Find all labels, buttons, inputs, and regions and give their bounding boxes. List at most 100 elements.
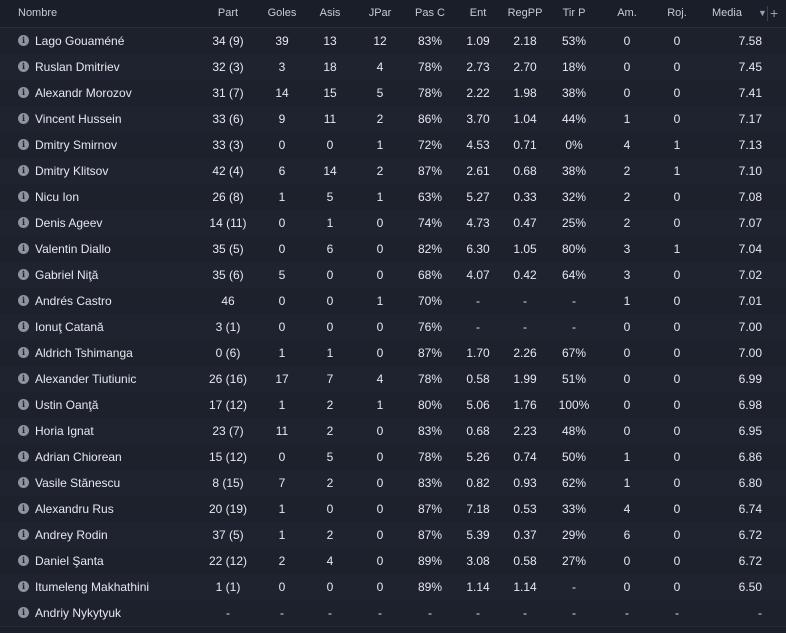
plus-icon[interactable]: +: [770, 5, 779, 21]
col-header-jpar[interactable]: JPar: [368, 7, 392, 19]
info-icon[interactable]: i: [18, 139, 29, 150]
player-name[interactable]: Denis Ageev: [35, 216, 103, 230]
table-row[interactable]: i Dmitry Smirnov 33 (3) 0 0 1 72% 4.53 0.71 0% 4 1 7…: [0, 132, 786, 159]
info-icon[interactable]: i: [18, 503, 29, 514]
info-icon[interactable]: i: [18, 607, 29, 618]
player-name[interactable]: Dmitry Smirnov: [35, 138, 118, 152]
table-row[interactable]: i Ionuţ Catană 3 (1) 0 0 0 76% - - - 0 0 7.00: [0, 314, 786, 341]
info-icon[interactable]: i: [18, 399, 29, 410]
player-name[interactable]: Andrey Rodin: [35, 528, 108, 542]
player-name[interactable]: Aldrich Tshimanga: [35, 346, 133, 360]
table-row[interactable]: i Andrés Castro 46 0 0 1 70% - - - 1 0 7.01: [0, 288, 786, 315]
table-row[interactable]: i Itumeleng Makhathini 1 (1) 0 0 0 89% 1.14 1.14…: [0, 574, 786, 601]
player-name[interactable]: Vasile Stănescu: [35, 476, 121, 490]
table-row[interactable]: i Daniel Şanta 22 (12) 2 4 0 89% 3.08 0.58 27% 0 0 6…: [0, 548, 786, 575]
player-name[interactable]: Alexandru Rus: [35, 502, 114, 516]
table-row[interactable]: i Horia Ignat 23 (7) 11 2 0 83% 0.68 2.23 48% 0 0 6.…: [0, 418, 786, 445]
cell-asis: 0: [326, 580, 334, 594]
cell-part: 20 (19): [208, 502, 248, 516]
cell-pasc: 78%: [417, 450, 443, 464]
player-name[interactable]: Adrian Chiorean: [35, 450, 122, 464]
player-name[interactable]: Horia Ignat: [35, 424, 94, 438]
player-name[interactable]: Ruslan Dmitriev: [35, 60, 120, 74]
player-name[interactable]: Lago Gouaméné: [35, 34, 125, 48]
cell-jpar: 0: [376, 216, 384, 230]
table-row[interactable]: i Alexandr Morozov 31 (7) 14 15 5 78% 2.22 1.98 3…: [0, 80, 786, 107]
info-icon[interactable]: i: [18, 191, 29, 202]
info-icon[interactable]: i: [18, 581, 29, 592]
table-row[interactable]: i Aldrich Tshimanga 0 (6) 1 1 0 87% 1.70 2.26 67%…: [0, 340, 786, 367]
col-header-regpp[interactable]: RegPP: [507, 7, 543, 19]
player-name[interactable]: Dmitry Klitsov: [35, 164, 109, 178]
col-header-asis[interactable]: Asis: [319, 7, 341, 19]
player-name[interactable]: Itumeleng Makhathini: [35, 580, 150, 594]
table-row[interactable]: i Alexandru Rus 20 (19) 1 0 0 87% 7.18 0.53 33% 4 0…: [0, 496, 786, 523]
player-name[interactable]: Ionuţ Catană: [35, 320, 104, 334]
player-name[interactable]: Andrés Castro: [35, 294, 112, 308]
info-icon[interactable]: i: [18, 373, 29, 384]
col-header-tirp[interactable]: Tir P: [562, 7, 586, 19]
col-header-am[interactable]: Am.: [617, 7, 637, 19]
cell-am: -: [625, 606, 629, 620]
table-row[interactable]: i Denis Ageev 14 (11) 0 1 0 74% 4.73 0.47 25% 2 0 7.…: [0, 210, 786, 237]
info-icon[interactable]: i: [18, 61, 29, 72]
col-header-name[interactable]: Nombre: [18, 7, 58, 19]
info-icon[interactable]: i: [18, 165, 29, 176]
caret-down-icon[interactable]: ▼: [758, 8, 767, 18]
player-name[interactable]: Nicu Ion: [35, 190, 80, 204]
cell-roj: 0: [673, 580, 681, 594]
player-name[interactable]: Daniel Şanta: [35, 554, 104, 568]
cell-goles: 3: [278, 60, 286, 74]
info-icon[interactable]: i: [18, 269, 29, 280]
col-header-goles[interactable]: Goles: [267, 7, 297, 19]
cell-ent: 0.82: [466, 476, 490, 490]
info-icon[interactable]: i: [18, 451, 29, 462]
player-name[interactable]: Vincent Hussein: [35, 112, 122, 126]
cell-regpp: -: [523, 606, 527, 620]
player-name[interactable]: Alexander Tiutiunic: [35, 372, 137, 386]
cell-asis: 5: [326, 190, 334, 204]
table-row[interactable]: i Vasile Stănescu 8 (15) 7 2 0 83% 0.82 0.93 62% 1…: [0, 470, 786, 497]
table-row[interactable]: i Dmitry Klitsov 42 (4) 6 14 2 87% 2.61 0.68 38% 2…: [0, 158, 786, 185]
col-header-part[interactable]: Part: [217, 7, 239, 19]
info-icon[interactable]: i: [18, 113, 29, 124]
cell-roj: 0: [673, 190, 681, 204]
cell-roj: 0: [673, 528, 681, 542]
info-icon[interactable]: i: [18, 529, 29, 540]
cell-tirp: 100%: [558, 398, 590, 412]
cell-am: 2: [623, 164, 631, 178]
table-row[interactable]: i Ustin Oanţă 17 (12) 1 2 1 80% 5.06 1.76 100% 0 0 6…: [0, 392, 786, 419]
table-row[interactable]: i Vincent Hussein 33 (6) 9 11 2 86% 3.70 1.04 44%…: [0, 106, 786, 133]
table-row[interactable]: i Andriy Nykytyuk - - - - - - - - - - -: [0, 600, 786, 627]
player-name[interactable]: Andriy Nykytyuk: [35, 606, 122, 620]
info-icon[interactable]: i: [18, 295, 29, 306]
table-row[interactable]: i Lago Gouaméné 34 (9) 39 13 12 83% 1.09 2.18 53%…: [0, 28, 786, 55]
info-icon[interactable]: i: [18, 35, 29, 46]
col-header-media[interactable]: Media: [712, 7, 742, 19]
info-icon[interactable]: i: [18, 347, 29, 358]
info-icon[interactable]: i: [18, 321, 29, 332]
table-row[interactable]: i Adrian Chiorean 15 (12) 0 5 0 78% 5.26 0.74 50%…: [0, 444, 786, 471]
table-row[interactable]: i Gabriel Niţă 35 (6) 5 0 0 68% 4.07 0.42 64% 3 0 7.…: [0, 262, 786, 289]
table-row[interactable]: i Nicu Ion 26 (8) 1 5 1 63% 5.27 0.33 32% 2 0 7.08: [0, 184, 786, 211]
cell-pasc: 80%: [417, 398, 443, 412]
table-row[interactable]: i Valentin Diallo 35 (5) 0 6 0 82% 6.30 1.05 80% 3…: [0, 236, 786, 263]
col-header-pasc[interactable]: Pas C: [415, 7, 445, 19]
player-name[interactable]: Ustin Oanţă: [35, 398, 99, 412]
info-icon[interactable]: i: [18, 243, 29, 254]
player-name[interactable]: Alexandr Morozov: [35, 86, 132, 100]
col-header-roj[interactable]: Roj.: [667, 7, 687, 19]
info-icon[interactable]: i: [18, 477, 29, 488]
table-row[interactable]: i Ruslan Dmitriev 32 (3) 3 18 4 78% 2.73 2.70 18%…: [0, 54, 786, 81]
col-header-ent[interactable]: Ent: [469, 7, 487, 19]
info-icon[interactable]: i: [18, 87, 29, 98]
info-icon[interactable]: i: [18, 217, 29, 228]
info-icon[interactable]: i: [18, 555, 29, 566]
player-name[interactable]: Valentin Diallo: [35, 242, 111, 256]
table-row[interactable]: i Andrey Rodin 37 (5) 1 2 0 87% 5.39 0.37 29% 6 0 6.…: [0, 522, 786, 549]
cell-regpp: 0.58: [513, 554, 537, 568]
table-row[interactable]: i Alexander Tiutiunic 26 (16) 17 7 4 78% 0.58 1.…: [0, 366, 786, 393]
cell-goles: 0: [278, 138, 286, 152]
info-icon[interactable]: i: [18, 425, 29, 436]
player-name[interactable]: Gabriel Niţă: [35, 268, 99, 282]
